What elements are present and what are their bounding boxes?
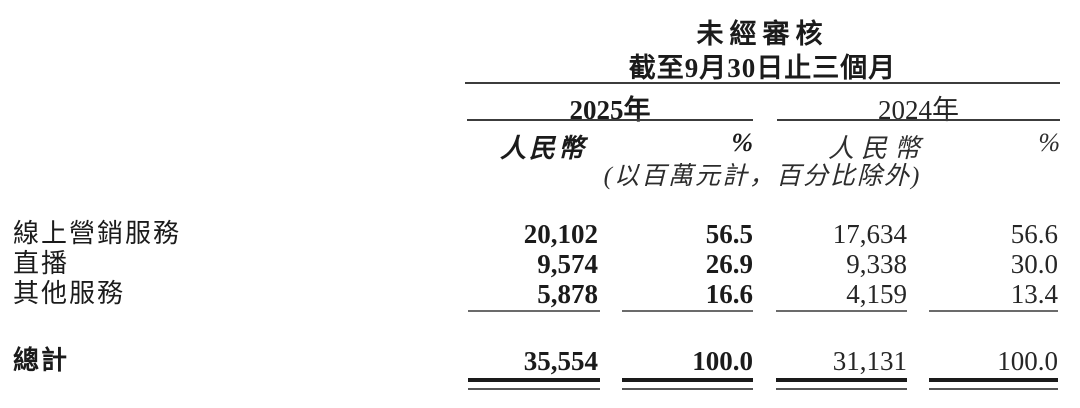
column-header-rmb-2025: 人民幣 — [499, 134, 587, 163]
total-pct-2025-value: 100.0 — [692, 346, 753, 376]
total-double-rule — [622, 378, 753, 390]
pct-2024-value: 13.4 — [1010, 279, 1058, 309]
row-label: 其他服務 — [13, 279, 126, 308]
table-row-total: 總計 35,554 100.0 31,131 100.0 — [0, 346, 1080, 376]
rmb-2025-value: 20,102 — [523, 219, 598, 249]
pct-2025-value: 56.5 — [705, 219, 753, 249]
column-header-rmb-2024: 人民幣 — [827, 134, 927, 163]
group-rule-2025 — [467, 119, 753, 121]
rmb-2024-value: 9,338 — [846, 249, 907, 279]
pre-total-rule — [776, 310, 907, 312]
header-rule — [465, 82, 1060, 84]
pre-total-rule — [468, 310, 600, 312]
table-title-period: 截至9月30日止三個月 — [628, 53, 897, 83]
rmb-2025-value: 5,878 — [537, 279, 598, 309]
column-group-2024: 2024年 — [878, 95, 959, 125]
pct-2024-value: 30.0 — [1010, 249, 1058, 279]
pct-2024-value: 56.6 — [1010, 219, 1058, 249]
table-row-online-marketing: 線上營銷服務 20,102 56.5 17,634 56.6 — [0, 219, 1080, 249]
total-double-rule — [929, 378, 1058, 390]
row-label: 線上營銷服務 — [13, 219, 182, 248]
table-row-other-services: 其他服務 5,878 16.6 4,159 13.4 — [0, 279, 1080, 309]
rmb-2024-value: 4,159 — [846, 279, 907, 309]
pre-total-rule — [929, 310, 1058, 312]
total-label: 總計 — [13, 346, 70, 375]
column-header-pct-2025: % — [731, 128, 753, 157]
units-note: (以百萬元計，百分比除外) — [603, 163, 922, 190]
total-pct-2024-value: 100.0 — [997, 346, 1058, 376]
column-group-2025: 2025年 — [569, 95, 651, 125]
row-label: 直播 — [13, 249, 70, 278]
group-rule-2024 — [777, 119, 1060, 121]
rmb-2024-value: 17,634 — [832, 219, 907, 249]
pct-2025-value: 26.9 — [705, 249, 753, 279]
total-double-rule — [776, 378, 907, 390]
pct-2025-value: 16.6 — [705, 279, 753, 309]
rmb-2025-value: 9,574 — [537, 249, 598, 279]
pre-total-rule — [622, 310, 753, 312]
column-header-pct-2024: % — [1038, 128, 1060, 157]
table-row-live-streaming: 直播 9,574 26.9 9,338 30.0 — [0, 249, 1080, 279]
table-title-unaudited: 未經審核 — [696, 19, 829, 49]
total-rmb-2025-value: 35,554 — [523, 346, 598, 376]
total-rmb-2024-value: 31,131 — [832, 346, 907, 376]
total-double-rule — [468, 378, 600, 390]
